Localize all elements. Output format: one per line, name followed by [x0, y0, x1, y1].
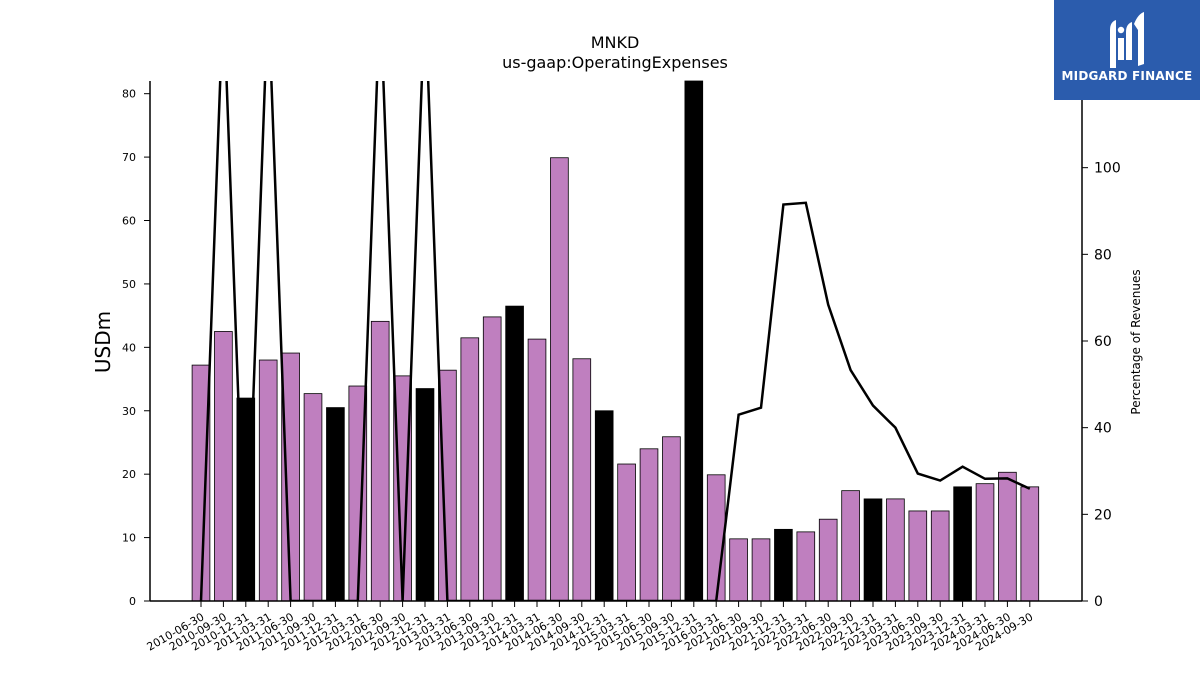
bar [1020, 486, 1040, 602]
bar [415, 388, 435, 602]
bar [729, 538, 748, 602]
logo-text: MIDGARD FINANCE [1061, 69, 1193, 83]
bar [617, 463, 636, 602]
bar [594, 410, 614, 602]
y-tick-label: 50 [122, 278, 136, 291]
y-tick-label: 80 [122, 88, 136, 101]
bar [572, 358, 592, 602]
bar [482, 316, 502, 602]
bars-layer [191, 80, 1040, 602]
bar [281, 352, 300, 602]
bar [975, 483, 995, 602]
bar [370, 320, 390, 602]
bar [326, 407, 345, 602]
chart-title: MNKD [591, 33, 640, 52]
bar [706, 474, 726, 602]
bar [751, 538, 771, 602]
bar [662, 436, 681, 602]
bar [886, 498, 905, 602]
line-series [199, 81, 1031, 601]
bar [930, 510, 950, 602]
y2-tick-label: 20 [1094, 507, 1112, 523]
line-layer [199, 81, 1031, 601]
bar [550, 157, 569, 602]
y-tick-label: 30 [122, 405, 136, 418]
midgard-finance-logo: MIDGARD FINANCE [1054, 0, 1200, 100]
y2-axis-label: Percentage of Revenues [1129, 269, 1143, 414]
bar [505, 305, 524, 602]
bar [258, 359, 278, 602]
axes-layer: 010203040506070800204060801002010-06-302… [122, 81, 1121, 654]
y-tick-label: 60 [122, 215, 136, 228]
bar [214, 331, 233, 602]
y2-tick-label: 60 [1094, 334, 1112, 350]
y2-tick-label: 40 [1094, 421, 1112, 437]
bar [908, 510, 928, 602]
y-tick-label: 0 [129, 595, 136, 608]
y-axis-label: USDm [91, 311, 115, 373]
bar [527, 338, 547, 602]
bar [460, 337, 480, 602]
bar [796, 531, 816, 602]
y2-tick-label: 0 [1094, 594, 1103, 610]
y-tick-label: 10 [122, 532, 136, 545]
bar [303, 393, 323, 602]
bar [684, 80, 704, 602]
bar [818, 518, 838, 602]
y-tick-label: 20 [122, 468, 136, 481]
y-tick-label: 40 [122, 341, 136, 354]
midgard-logo-icon [1110, 12, 1144, 68]
chart-subtitle: us-gaap:OperatingExpenses [502, 53, 728, 72]
bar [774, 528, 793, 602]
y-tick-label: 70 [122, 151, 136, 164]
y2-tick-label: 100 [1094, 161, 1121, 177]
bar [639, 448, 659, 602]
bar [998, 471, 1017, 602]
y2-tick-label: 80 [1094, 247, 1112, 263]
bar [841, 490, 860, 602]
bar [863, 498, 883, 602]
bar [953, 486, 972, 602]
